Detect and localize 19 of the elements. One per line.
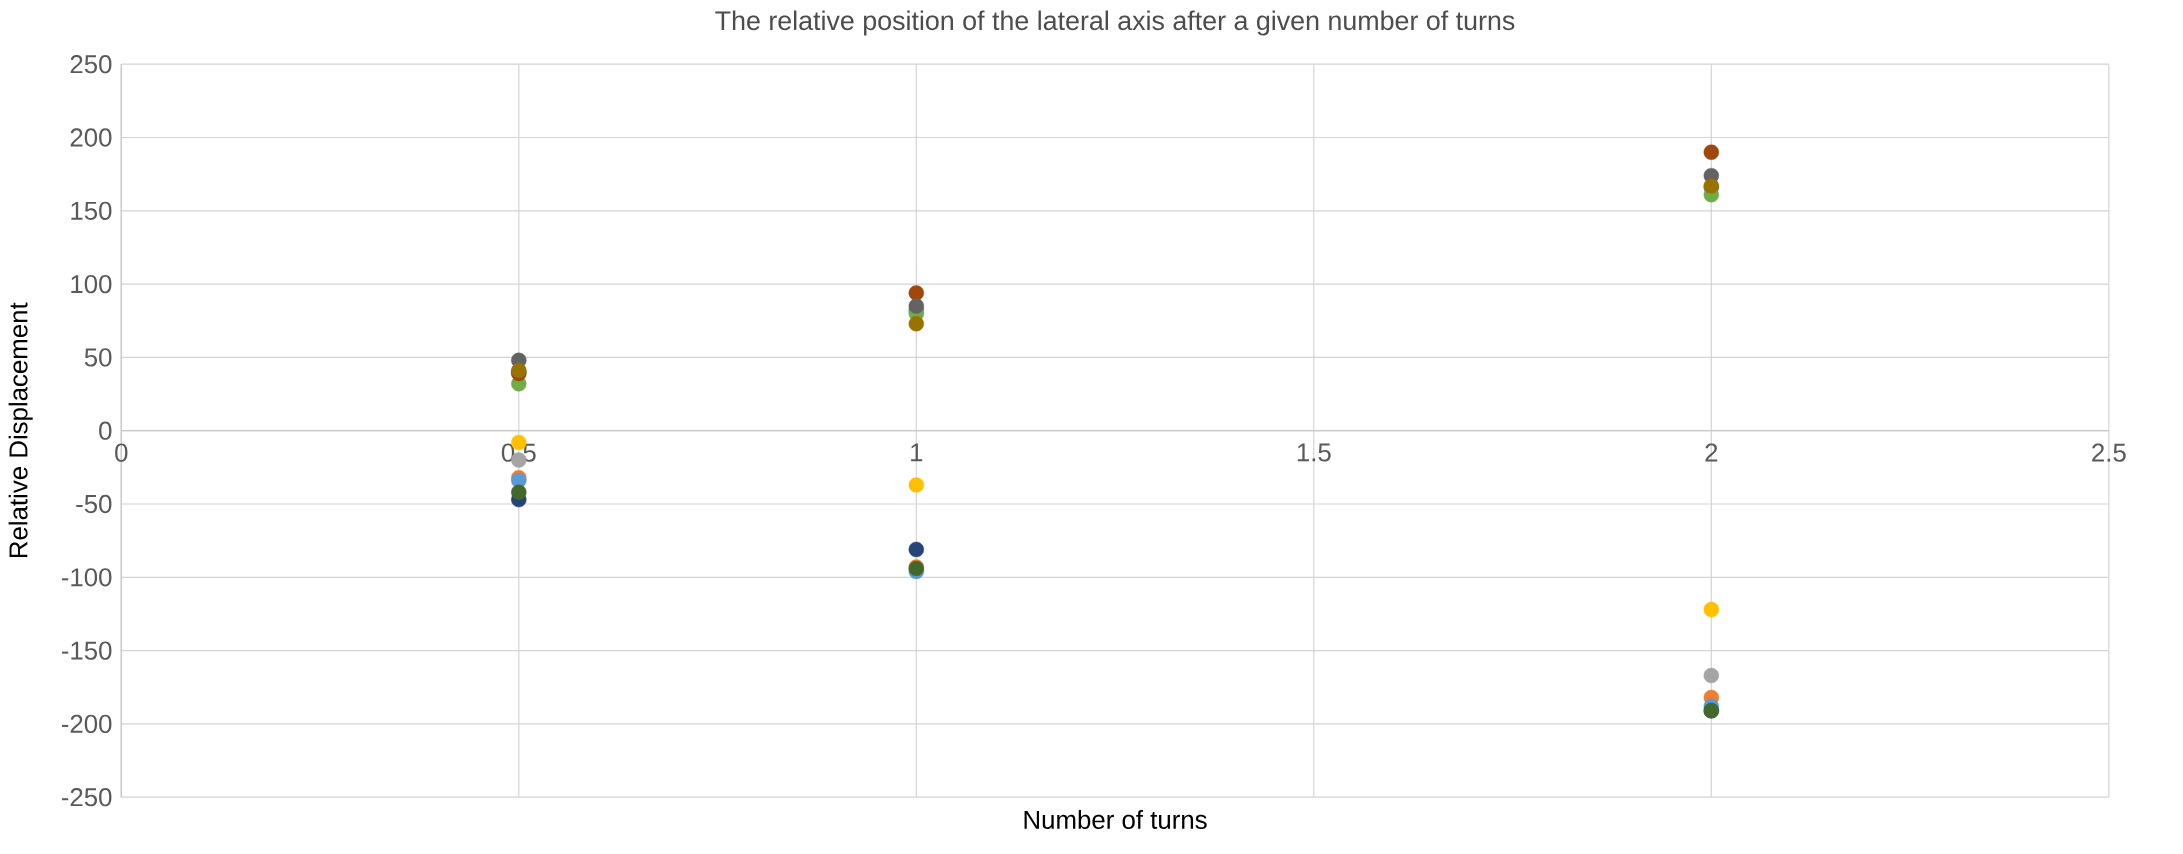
y-tick-label: -100 xyxy=(61,568,112,587)
y-tick-label: 100 xyxy=(71,275,112,294)
x-tick-label: 2.5 xyxy=(2092,443,2126,462)
y-tick-label: 200 xyxy=(70,128,112,147)
x-tick-label: 1 xyxy=(911,443,923,462)
y-tick-label: -50 xyxy=(76,495,112,514)
y-tick-label: -250 xyxy=(61,788,112,807)
x-tick-label: 0 xyxy=(115,443,128,462)
y-tick-label: 150 xyxy=(71,201,112,221)
y-tick-label: 250 xyxy=(70,55,112,74)
y-tick-label: 50 xyxy=(84,348,112,367)
y-tick-label: 0 xyxy=(99,421,112,441)
y-axis-title: Relative Displacement xyxy=(8,302,33,558)
y-tick-label: -200 xyxy=(61,714,112,734)
x-tick-label: 1.5 xyxy=(1297,443,1331,462)
y-tick-label: -150 xyxy=(61,641,112,660)
x-axis-title: Number of turns xyxy=(1024,810,1207,830)
x-tick-label: 2 xyxy=(1705,443,1718,462)
chart-title: The relative position of the lateral axis after a given number of turns xyxy=(715,10,1515,36)
